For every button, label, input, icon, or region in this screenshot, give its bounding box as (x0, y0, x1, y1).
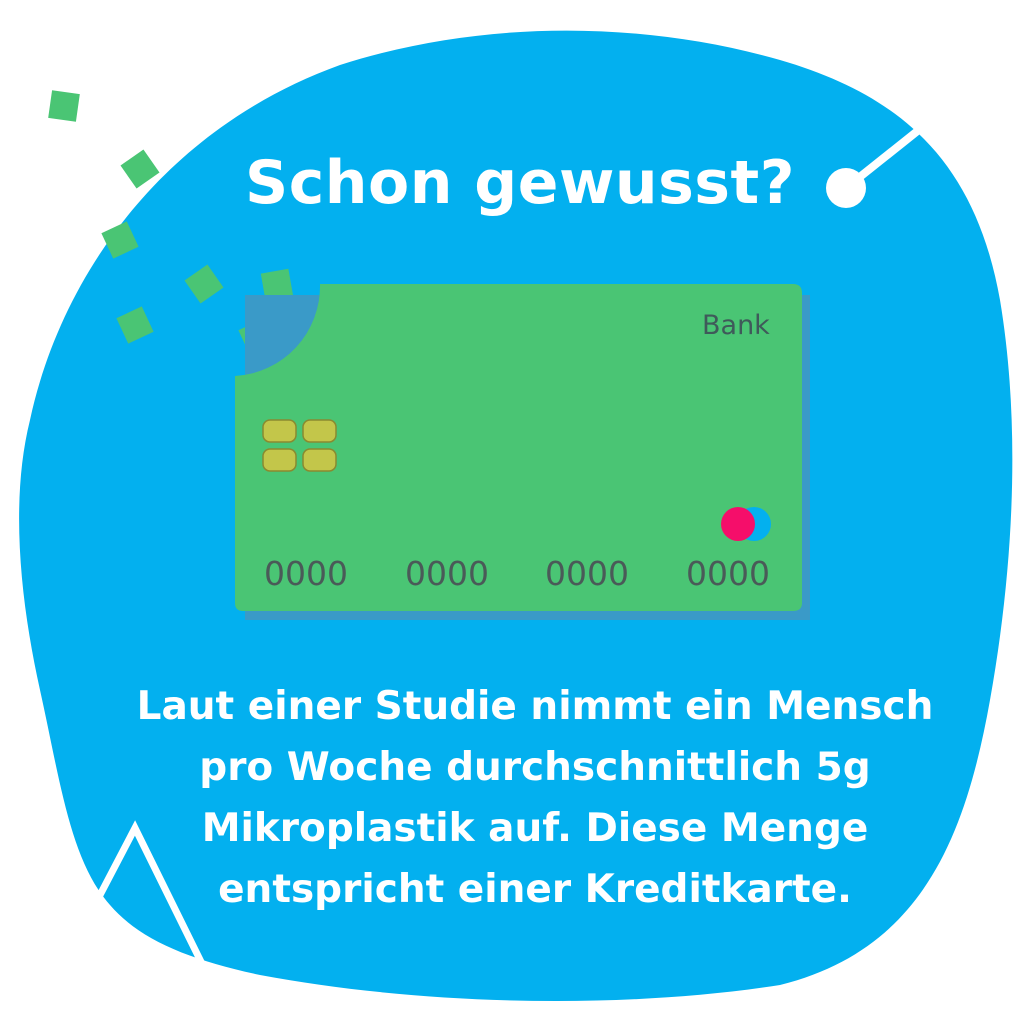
chip-icon (262, 419, 337, 472)
card-network-logo-icon (721, 507, 771, 541)
card-bank-label: Bank (702, 310, 770, 341)
decor-dot (826, 168, 866, 208)
card-number-group: 0000 (545, 554, 629, 593)
decor-triangle (96, 820, 214, 982)
card-number-group: 0000 (264, 554, 348, 593)
card-number-group: 0000 (405, 554, 489, 593)
card-number-group: 0000 (686, 554, 770, 593)
page-title: Schon gewusst? (244, 148, 796, 218)
credit-card (235, 284, 802, 611)
body-text: Laut einer Studie nimmt ein Mensch pro W… (136, 684, 934, 912)
